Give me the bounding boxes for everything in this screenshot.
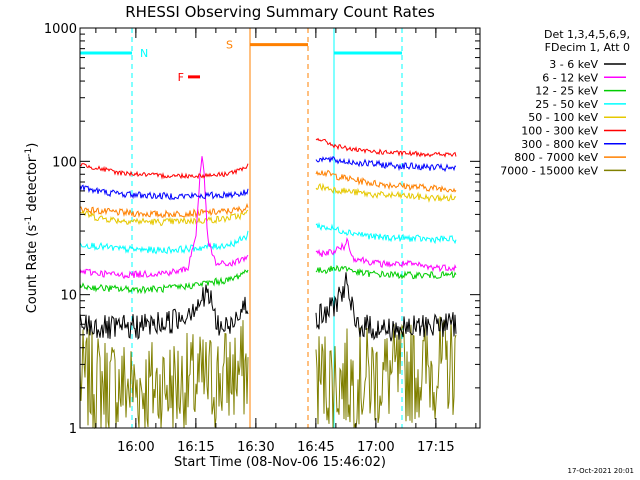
x-tick-label: 16:30: [237, 440, 274, 455]
legend-entry-label: 7000 - 15000 keV: [500, 164, 598, 177]
legend-entry-label: 100 - 300 keV: [521, 125, 598, 138]
y-axis-label-sup2: -1: [24, 148, 34, 157]
flag-label: S: [226, 39, 233, 52]
series-line-3-6keV: [79, 284, 249, 340]
y-tick-label: 1: [69, 422, 77, 437]
x-axis-label: Start Time (08-Nov-06 15:46:02): [174, 455, 386, 470]
legend-entry-label: 6 - 12 keV: [542, 71, 598, 84]
plot-frame: [79, 27, 481, 429]
series-line-50-100keV: [315, 182, 457, 203]
flag-label: F: [178, 71, 184, 84]
series-line-6-12keV: [79, 156, 249, 280]
series-line-7000-15000keV: [79, 320, 249, 430]
y-axis-label-sup1: -1: [24, 216, 34, 225]
y-tick-label: 1000: [44, 22, 77, 37]
legend-entry-label: 25 - 50 keV: [535, 98, 598, 111]
y-tick-label: 10: [60, 289, 77, 304]
y-axis-label-part1: Count Rate (s: [25, 225, 40, 314]
y-axis: 1 10 100 1000: [44, 22, 480, 437]
y-tick-label: 100: [52, 155, 77, 170]
x-tick-label: 17:15: [417, 440, 454, 455]
legend-entry-label: 300 - 800 keV: [521, 138, 598, 151]
legend: Det 1,3,4,5,6,9, FDecim 1, Att 0 3 - 6 k…: [500, 28, 630, 177]
series-line-7000-15000keV: [315, 316, 457, 429]
x-tick-label: 16:00: [117, 440, 154, 455]
series-line-red: [79, 163, 249, 180]
legend-entry-label: 3 - 6 keV: [549, 58, 598, 71]
y-axis-label: Count Rate (s-1 detector-1): [24, 143, 40, 314]
y-axis-label-part3: ): [25, 143, 40, 148]
legend-header-line2: FDecim 1, Att 0: [545, 41, 630, 54]
series-line-red: [315, 137, 457, 158]
timestamp: 17-Oct-2021 20:01: [568, 467, 634, 475]
series-line-12-25keV: [315, 264, 457, 280]
chart-title: RHESSI Observing Summary Count Rates: [125, 3, 435, 21]
x-tick-label: 17:00: [357, 440, 394, 455]
x-tick-label: 16:15: [177, 440, 214, 455]
series-line-300-800keV: [79, 184, 249, 201]
legend-entry-label: 12 - 25 keV: [535, 85, 598, 98]
series-line-25-50keV: [79, 230, 249, 255]
series-line-800-7000keV: [315, 169, 457, 193]
legend-header-line1: Det 1,3,4,5,6,9,: [544, 28, 630, 41]
y-axis-label-part2: detector: [25, 156, 40, 216]
legend-entry-label: 800 - 7000 keV: [514, 151, 598, 164]
series-line-50-100keV: [79, 209, 249, 227]
series-line-12-25keV: [79, 269, 249, 295]
x-tick-label: 16:45: [297, 440, 334, 455]
series-line-25-50keV: [315, 222, 457, 245]
series-line-300-800keV: [315, 156, 457, 173]
series-line-800-7000keV: [79, 202, 249, 219]
x-axis: 16:00 16:15 16:30 16:45 17:00 17:15: [95, 28, 477, 455]
series-line-3-6keV: [315, 272, 457, 342]
series-line-6-12keV: [315, 237, 457, 273]
flag-label: N: [140, 47, 148, 60]
plot-area: N S F: [79, 28, 457, 430]
legend-entry-label: 50 - 100 keV: [528, 111, 598, 124]
